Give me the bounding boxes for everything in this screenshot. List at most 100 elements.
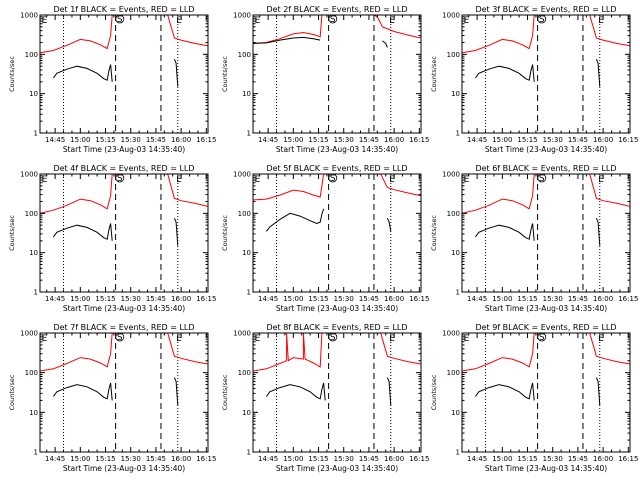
x-tick-label: 14:45 [467, 295, 487, 303]
y-tick-label: 1000 [233, 171, 251, 179]
panel-det-7: Det 7f BLACK = Events, RED = LLD 1 10 100 10… [8, 323, 216, 473]
start-marker: S [330, 333, 336, 343]
panel-title: Det 3f BLACK = Events, RED = LLD [475, 5, 616, 14]
plot-frame [461, 173, 631, 293]
plot-frame [252, 14, 422, 134]
end-marker: E [42, 334, 48, 344]
end-marker: E [255, 16, 261, 26]
y-tick-label: 1000 [233, 12, 251, 20]
x-axis-label: Start Time (23-Aug-03 14:35:40) [485, 145, 607, 154]
y-tick-label: 100 [447, 369, 460, 377]
start-marker-circle [537, 332, 547, 342]
start-marker: S [330, 15, 336, 25]
y-axis-label: Counts/sec [221, 374, 229, 410]
x-axis-label: Start Time (23-Aug-03 14:35:40) [276, 464, 398, 473]
start-marker: S [539, 174, 545, 184]
x-tick-label: 16:00 [593, 136, 613, 144]
y-tick-label: 1000 [442, 171, 460, 179]
start-marker: S [117, 15, 123, 25]
start-marker-circle [115, 332, 125, 342]
x-tick-label: 15:45 [568, 295, 588, 303]
end-marker: E [42, 175, 48, 185]
x-tick-label: 14:45 [45, 455, 65, 463]
panel-det-1: Det 1f BLACK = Events, RED = LLD 1 10 100 10… [8, 5, 216, 154]
y-tick-label: 1 [34, 130, 38, 138]
x-tick-label: 16:15 [196, 455, 216, 463]
start-marker-circle [537, 14, 547, 24]
x-axis-label: Start Time (23-Aug-03 14:35:40) [276, 304, 398, 313]
y-tick-label: 1 [247, 289, 251, 297]
plot-frame [39, 14, 209, 134]
x-tick-label: 16:15 [618, 136, 638, 144]
series-line-events [253, 36, 321, 44]
y-tick-label: 100 [447, 51, 460, 59]
series-line-events [474, 64, 535, 82]
series-line-lld [40, 15, 208, 54]
x-tick-label: 16:15 [618, 295, 638, 303]
series-line-events [265, 382, 326, 401]
y-tick-label: 100 [238, 369, 251, 377]
series-line-lld [253, 333, 421, 372]
x-tick-label: 15:15 [95, 455, 115, 463]
series-line-events [595, 59, 601, 87]
y-tick-label: 1 [34, 289, 38, 297]
panel-title: Det 1f BLACK = Events, RED = LLD [53, 5, 194, 14]
series-line-lld [462, 15, 630, 54]
end-marker: E [389, 16, 395, 26]
y-tick-label: 100 [238, 210, 251, 218]
x-tick-label: 15:30 [121, 295, 141, 303]
x-tick-label: 16:15 [618, 455, 638, 463]
x-tick-label: 15:00 [492, 295, 512, 303]
x-tick-label: 15:45 [146, 136, 166, 144]
panel-det-2: Det 2f BLACK = Events, RED = LLD 1 10 100 10… [221, 5, 429, 154]
y-axis-label: Counts/sec [430, 56, 438, 92]
x-tick-label: 15:15 [95, 136, 115, 144]
end-marker: E [176, 175, 182, 185]
series-line-events [595, 218, 601, 246]
plot-frame [39, 332, 209, 453]
x-tick-label: 15:00 [70, 455, 90, 463]
x-tick-label: 15:45 [359, 455, 379, 463]
y-tick-label: 10 [451, 409, 460, 417]
y-tick-label: 10 [242, 249, 251, 257]
x-tick-label: 15:30 [121, 136, 141, 144]
x-tick-label: 15:45 [359, 295, 379, 303]
y-tick-label: 10 [242, 90, 251, 98]
y-tick-label: 1 [456, 130, 460, 138]
x-tick-label: 14:45 [258, 295, 278, 303]
y-axis-label: Counts/sec [221, 215, 229, 251]
panel-det-8: Det 8f BLACK = Events, RED = LLD 1 10 100 10… [221, 323, 429, 473]
panel-title: Det 6f BLACK = Events, RED = LLD [475, 164, 616, 173]
y-tick-label: 1000 [442, 12, 460, 20]
panel-det-5: Det 5f BLACK = Events, RED = LLD 1 10 100 10… [221, 164, 429, 313]
series-line-events [52, 223, 113, 241]
series-line-events [52, 382, 113, 401]
series-line-lld [40, 333, 208, 372]
series-line-lld [253, 174, 421, 201]
start-marker-circle [115, 14, 125, 24]
panel-title: Det 7f BLACK = Events, RED = LLD [53, 323, 194, 332]
y-axis-label: Counts/sec [430, 374, 438, 410]
x-tick-label: 15:45 [146, 455, 166, 463]
series-line-events [474, 382, 535, 401]
end-marker: E [176, 334, 182, 344]
start-marker: S [117, 333, 123, 343]
series-line-events [173, 377, 179, 406]
panel-det-3: Det 3f BLACK = Events, RED = LLD 1 10 100 10… [430, 5, 638, 154]
y-tick-label: 10 [451, 90, 460, 98]
x-tick-label: 16:15 [196, 295, 216, 303]
x-tick-label: 15:15 [517, 295, 537, 303]
series-line-lld [462, 333, 630, 372]
y-tick-label: 1000 [20, 12, 38, 20]
y-tick-label: 10 [29, 90, 38, 98]
plot-frame [252, 173, 422, 293]
panel-title: Det 4f BLACK = Events, RED = LLD [53, 164, 194, 173]
end-marker: E [464, 334, 470, 344]
x-tick-label: 16:00 [384, 295, 404, 303]
series-line-events [386, 218, 392, 232]
end-marker: E [598, 334, 604, 344]
x-tick-label: 14:45 [45, 295, 65, 303]
x-tick-label: 15:30 [543, 455, 563, 463]
y-tick-label: 1 [456, 449, 460, 457]
